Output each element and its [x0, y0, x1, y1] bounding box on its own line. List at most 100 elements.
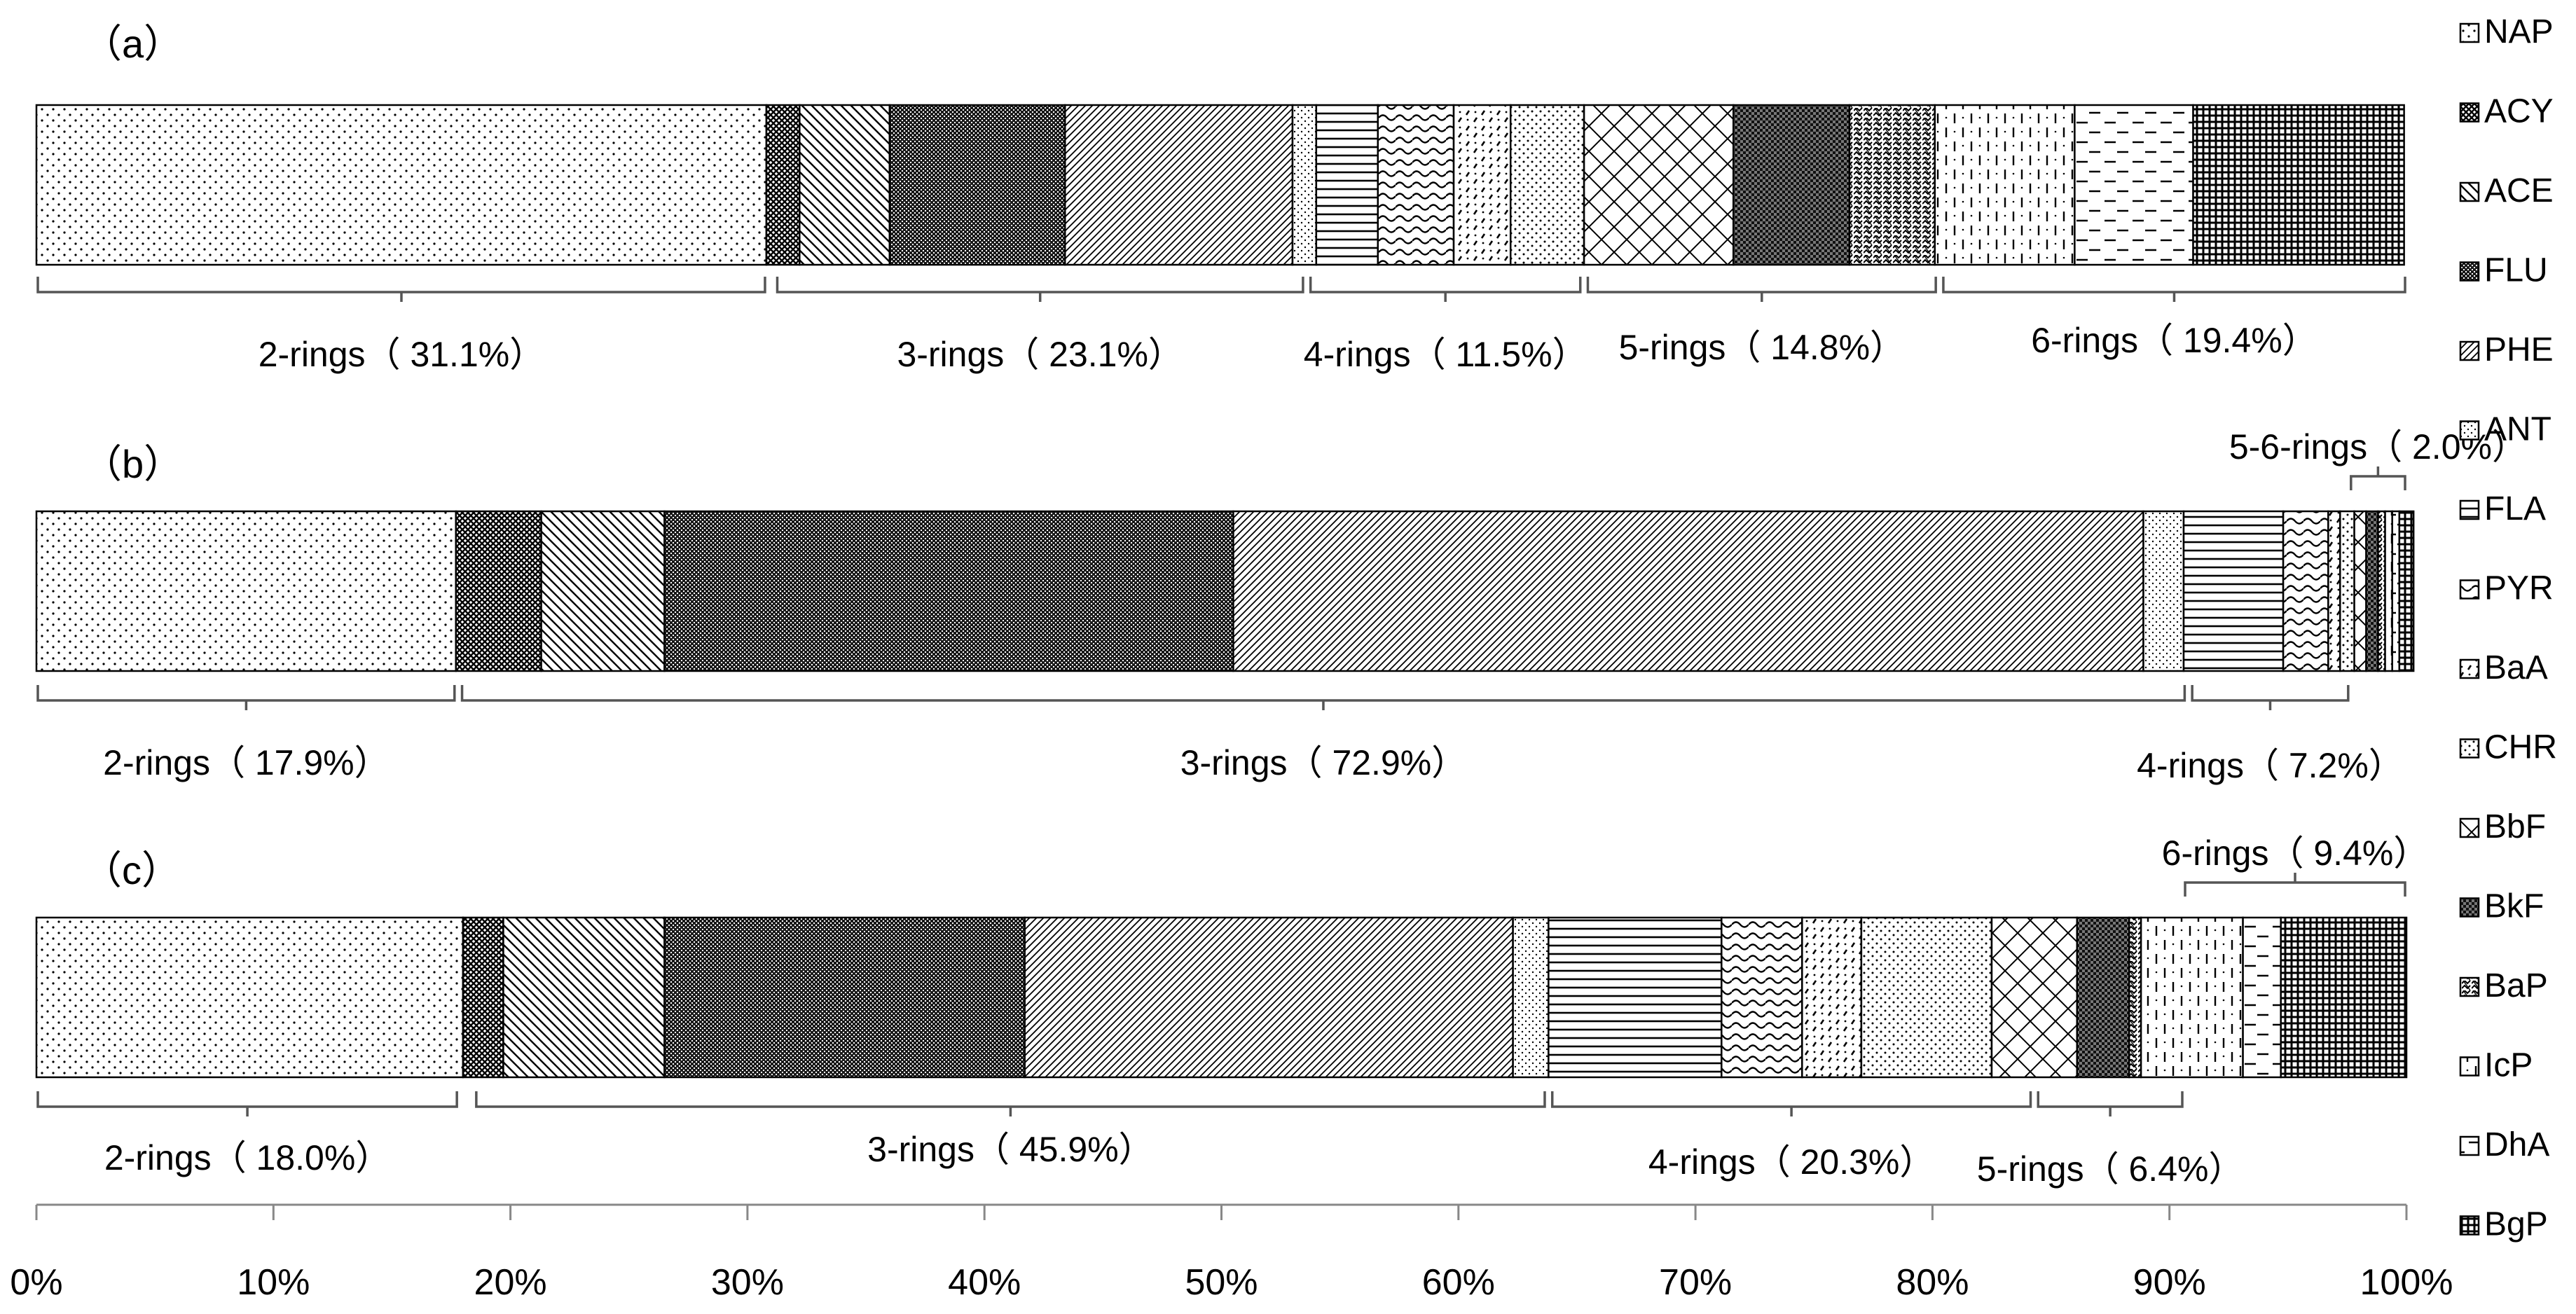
bar-segment-bap: [1848, 104, 1936, 266]
bar-segment-phe: [1024, 916, 1514, 1079]
group-label: 4-rings（ 20.3%）: [1648, 1142, 1935, 1182]
legend: NAP ACY ACE FLU PHE ANT FLA PYR BaA CHR BbF BkF BaP I…: [2459, 13, 2557, 1243]
x-tick-label: 30%: [711, 1262, 784, 1303]
group-label: 2-rings（ 17.9%）: [103, 743, 390, 782]
legend-label-flu: FLU: [2484, 252, 2548, 289]
panel-label: （b）: [83, 442, 183, 486]
bar-segment-chr: [1860, 916, 1993, 1079]
legend-label-ace: ACE: [2484, 172, 2554, 209]
bar-segment-ant: [1512, 916, 1550, 1079]
panel-label: （a）: [83, 22, 183, 66]
x-tick-label: 80%: [1896, 1262, 1969, 1303]
legend-swatch-icp: [2459, 1056, 2480, 1077]
legend-swatch-phe: [2459, 340, 2480, 361]
x-tick-label: 60%: [1422, 1262, 1495, 1303]
group-bracket: [1586, 277, 1937, 302]
bar-segment-bap: [2128, 916, 2142, 1079]
legend-label-dha: DhA: [2484, 1126, 2549, 1163]
bar-segment-bgp: [2280, 916, 2408, 1079]
group-bracket: [1309, 277, 1582, 302]
bar-segment-baa: [1801, 916, 1863, 1079]
group-label: 6-rings（ 19.4%）: [2031, 321, 2317, 360]
legend-swatch-baa: [2459, 658, 2480, 679]
bar-segment-bkf: [2076, 916, 2130, 1079]
group-label: 3-rings（ 23.1%）: [897, 335, 1183, 374]
bar-segment-dha: [2391, 510, 2401, 672]
bar-segment-fla: [1315, 104, 1379, 266]
bar-segment-bbf: [1583, 104, 1735, 266]
legend-label-bkf: BkF: [2484, 888, 2544, 925]
x-tick-label: 70%: [1659, 1262, 1732, 1303]
bar-segment-ace: [502, 916, 666, 1079]
bar-segment-acy: [455, 510, 542, 672]
legend-label-bap: BaP: [2484, 967, 2548, 1004]
bar-segment-chr: [2339, 510, 2355, 672]
legend-swatch-bkf: [2459, 897, 2480, 918]
legend-label-pyr: PYR: [2484, 570, 2554, 607]
legend-label-fla: FLA: [2484, 490, 2546, 527]
group-bracket: [2037, 1091, 2184, 1116]
legend-label-icp: IcP: [2484, 1047, 2533, 1084]
bar-segment-bkf: [1732, 104, 1851, 266]
bar-segment-ace: [540, 510, 666, 672]
x-axis: 0% 10% 20% 30% 40% 50% 60% 70% 80% 90% 100%: [10, 1203, 2453, 1303]
panel-0: （a）: [35, 22, 2405, 266]
bar-segment-icp: [2140, 916, 2244, 1079]
bar-segment-bgp: [2192, 104, 2405, 266]
group-bracket: [2184, 873, 2406, 897]
bar-segment-bbf: [2353, 510, 2367, 672]
bar-segment-fla: [1548, 916, 1723, 1079]
x-tick-label: 0%: [10, 1262, 62, 1303]
legend-label-nap: NAP: [2484, 13, 2554, 50]
group-label: 6-rings（ 9.4%）: [2162, 834, 2429, 873]
x-tick-label: 100%: [2360, 1262, 2453, 1303]
group-bracket: [36, 277, 766, 302]
group-bracket: [2350, 466, 2406, 490]
x-tick-label: 20%: [474, 1262, 547, 1303]
legend-swatch-chr: [2459, 738, 2480, 759]
bar-segment-nap: [35, 510, 457, 672]
group-bracket: [460, 685, 2186, 710]
panel-2: （c）: [35, 848, 2408, 1079]
bar-segment-baa: [2327, 510, 2341, 672]
legend-label-bgp: BgP: [2484, 1206, 2548, 1243]
bar-segment-bkf: [2365, 510, 2379, 672]
brackets-layer: 2-rings（ 31.1%） 3-rings（ 23.1%） 4-rings（ 1…: [36, 277, 2527, 1189]
bar-segment-flu: [663, 510, 1234, 672]
bar-segment-ace: [799, 104, 891, 266]
legend-label-baa: BaA: [2484, 649, 2548, 686]
legend-swatch-flu: [2459, 261, 2480, 282]
bar-segment-acy: [462, 916, 504, 1079]
bar-segment-acy: [765, 104, 801, 266]
legend-swatch-ace: [2459, 181, 2480, 202]
bar-segment-phe: [1063, 104, 1294, 266]
bar-segment-pyr: [2282, 510, 2329, 672]
bar-segment-phe: [1232, 510, 2144, 672]
bar-segment-pyr: [1721, 916, 1803, 1079]
bar-segment-dha: [2074, 104, 2194, 266]
group-label: 2-rings（ 18.0%）: [104, 1138, 391, 1177]
panel-1: （b）: [35, 442, 2415, 672]
legend-swatch-dha: [2459, 1135, 2480, 1156]
bar-segment-baa: [1452, 104, 1512, 266]
panel-label: （c）: [83, 848, 181, 892]
group-label: 5-rings（ 14.8%）: [1619, 328, 1906, 367]
legend-swatch-bap: [2459, 976, 2480, 997]
group-label: 5-6-rings（ 2.0%）: [2229, 427, 2527, 466]
bar-segment-icp: [2384, 510, 2393, 672]
legend-label-chr: CHR: [2484, 729, 2557, 766]
group-label: 4-rings（ 11.5%）: [1304, 335, 1587, 374]
legend-swatch-bgp: [2459, 1215, 2480, 1236]
legend-swatch-acy: [2459, 102, 2480, 123]
legend-label-acy: ACY: [2484, 93, 2554, 130]
group-label: 3-rings（ 72.9%）: [1180, 743, 1467, 782]
group-bracket: [36, 1091, 458, 1116]
bar-segment-bbf: [1990, 916, 2079, 1079]
bar-segment-ant: [1291, 104, 1318, 266]
group-bracket: [475, 1091, 1546, 1116]
legend-swatch-pyr: [2459, 579, 2480, 600]
group-label: 4-rings（ 7.2%）: [2137, 746, 2404, 785]
group-bracket: [776, 277, 1304, 302]
